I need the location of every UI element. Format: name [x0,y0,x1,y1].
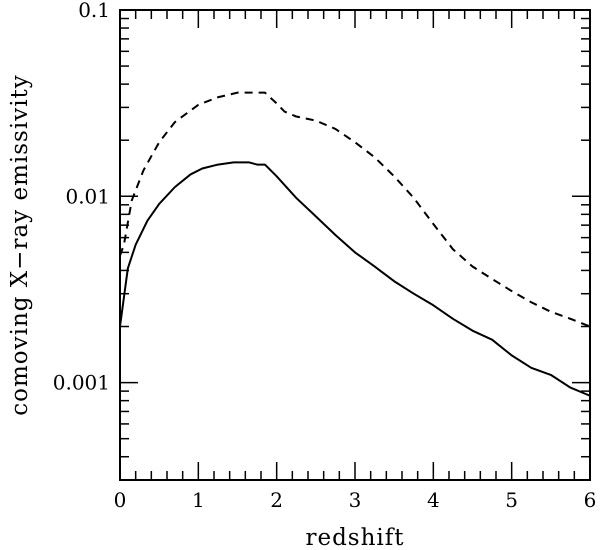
y-tick-label: 0.01 [65,184,110,208]
x-tick-label: 2 [270,488,283,512]
x-axis-label: redshift [305,525,404,550]
x-tick-label: 0 [114,488,127,512]
axis-ticks [119,9,591,481]
tick-labels: 0 1 2 3 4 5 6 0.001 0.01 0.1 [53,0,597,512]
y-axis-label: comoving X−ray emissivity [7,74,33,416]
y-tick-label: 0.001 [53,371,110,395]
plot-frame [119,9,591,481]
x-tick-label: 3 [349,488,362,512]
y-tick-label: 0.1 [78,0,110,22]
x-tick-label: 5 [505,488,518,512]
series-layer [119,91,591,397]
x-tick-label: 4 [427,488,440,512]
solid-series-line [119,161,591,397]
x-tick-label: 1 [192,488,205,512]
dashed-series-line [119,91,591,328]
x-tick-label: 6 [584,488,597,512]
